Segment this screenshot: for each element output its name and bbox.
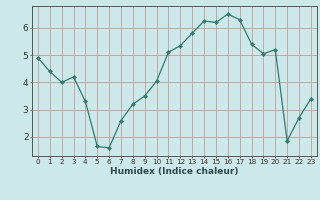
X-axis label: Humidex (Indice chaleur): Humidex (Indice chaleur): [110, 167, 239, 176]
